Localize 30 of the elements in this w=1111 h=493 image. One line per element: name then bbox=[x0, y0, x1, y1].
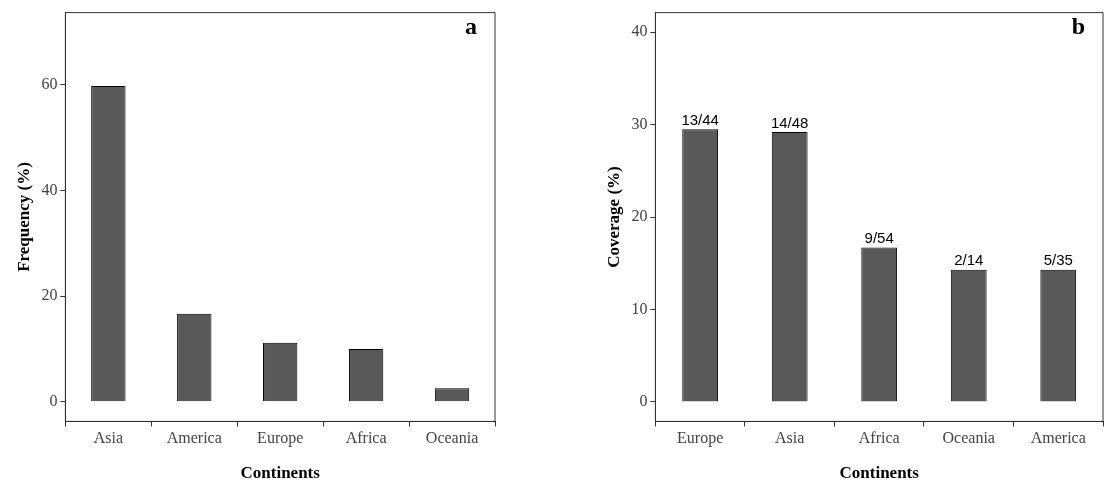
y-tick-label: 10 bbox=[631, 299, 648, 317]
annotation: a bbox=[465, 12, 477, 39]
annotation: b bbox=[1071, 12, 1085, 39]
y-tick-label: 40 bbox=[41, 180, 58, 198]
x-tick-label: Asia bbox=[93, 429, 124, 447]
y-tick-label: 60 bbox=[41, 75, 58, 93]
x-tick-label: America bbox=[1030, 429, 1086, 447]
x-axis-title: Continents bbox=[240, 463, 321, 483]
y-tick-label: 40 bbox=[631, 22, 648, 40]
data-label: 5/35 bbox=[1043, 251, 1073, 269]
data-label: 13/44 bbox=[681, 110, 719, 128]
y-tick-label: 0 bbox=[639, 392, 648, 410]
y-axis-title: Frequency (%) bbox=[13, 162, 33, 272]
x-tick-label: Oceania bbox=[942, 429, 995, 447]
data-label: 2/14 bbox=[954, 251, 984, 269]
x-tick-label: Africa bbox=[858, 429, 900, 447]
x-tick-label: Asia bbox=[775, 429, 805, 447]
x-axis-title: Continents bbox=[839, 463, 920, 483]
y-tick-label: 20 bbox=[631, 207, 648, 225]
x-tick-label: America bbox=[166, 429, 222, 447]
y-tick-label: 30 bbox=[631, 114, 648, 132]
data-label: 9/54 bbox=[864, 229, 894, 247]
y-tick-label: 20 bbox=[41, 286, 58, 304]
y-tick-label: 0 bbox=[49, 392, 58, 410]
x-tick-label: Africa bbox=[345, 429, 387, 447]
x-tick-label: Europe bbox=[677, 429, 724, 448]
x-tick-label: Oceania bbox=[425, 429, 479, 447]
x-tick-label: Europe bbox=[257, 429, 304, 448]
y-axis-title: Coverage (%) bbox=[603, 166, 623, 268]
data-label: 14/48 bbox=[770, 113, 809, 131]
